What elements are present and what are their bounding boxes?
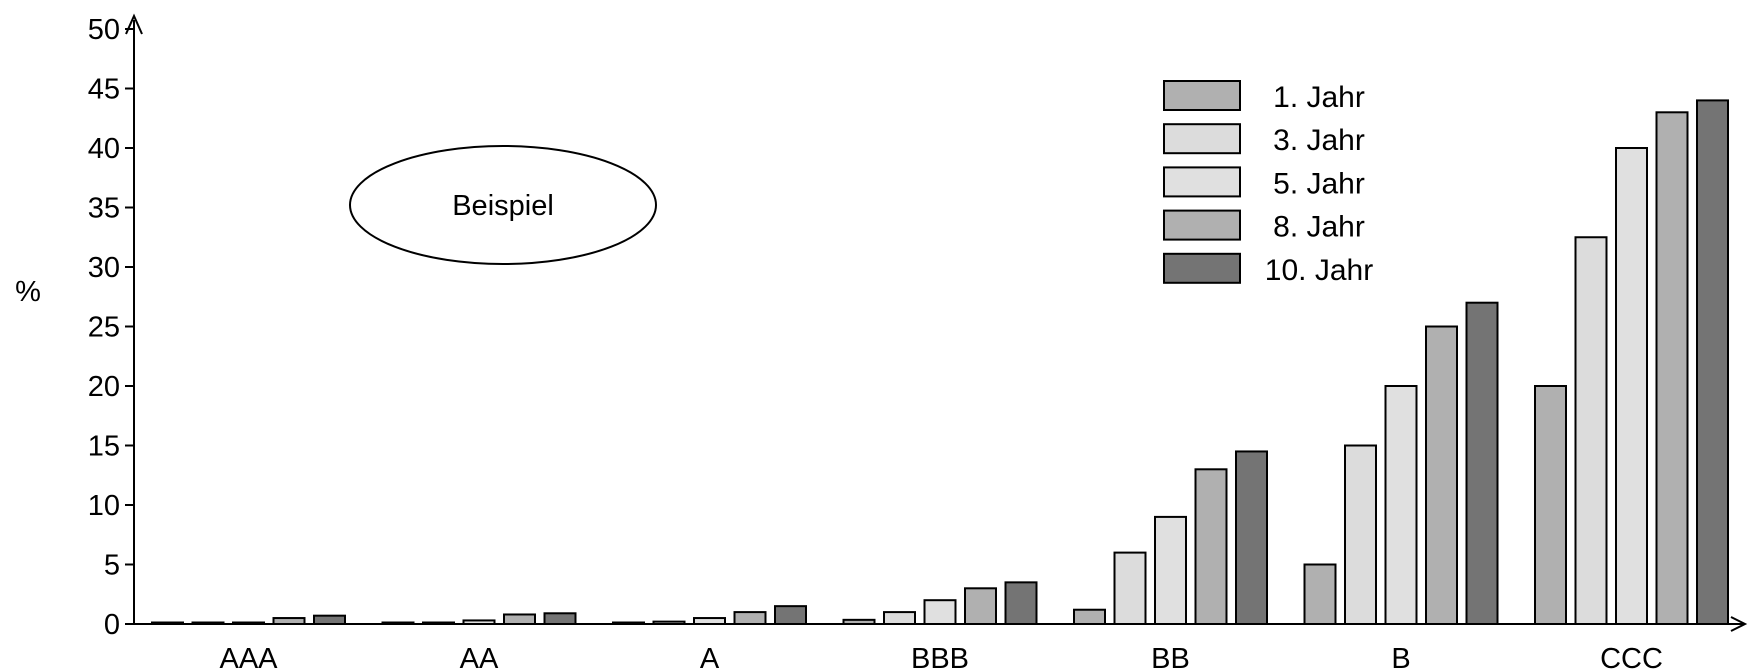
bar-aaa-series-4 [272,617,306,625]
bar-bbb-series-3 [923,599,957,626]
bar-ccc-series-1 [1534,385,1567,625]
bar-bbb-series-4 [964,587,997,625]
annotation-label: Beispiel [452,190,554,222]
bars [151,99,1729,626]
legend-label: 1. Jahr [1273,81,1365,114]
y-tick-label: 30 [88,252,120,284]
bar-b-series-4 [1425,325,1458,625]
y-tick-label: 35 [88,193,120,225]
legend-swatch [1163,123,1241,155]
bar-bb-series-3 [1154,515,1187,626]
y-tick-label: 5 [104,550,120,582]
bar-a-series-5 [774,605,807,626]
bar-ccc-series-4 [1655,111,1689,626]
bar-b-series-3 [1384,385,1418,625]
y-tick-label: 15 [88,431,120,463]
y-tick-label: 45 [88,74,120,106]
bar-ccc-series-2 [1574,236,1608,625]
bar-aa-series-2 [422,621,455,625]
legend-swatch [1163,80,1241,111]
bar-bb-series-1 [1073,608,1106,625]
bar-bb-series-5 [1235,450,1268,626]
bar-bbb-series-5 [1004,581,1038,625]
x-category-label: AA [460,643,499,672]
bar-b-series-2 [1344,444,1377,625]
bar-b-series-1 [1303,563,1337,625]
bar-bbb-series-1 [842,618,876,626]
bar-bb-series-4 [1194,468,1228,625]
bar-bbb-series-2 [883,611,916,625]
bar-aaa-series-1 [151,621,184,625]
legend-swatch [1163,209,1241,241]
y-tick-label: 50 [88,14,120,46]
bar-aa-series-1 [381,621,415,625]
bar-a-series-3 [693,617,726,625]
bar-aaa-series-2 [191,621,225,625]
y-tick-label: 40 [88,133,120,165]
y-tick-label: 0 [104,609,120,641]
x-category-label: AAA [219,643,278,672]
y-tick-label: 20 [88,371,120,403]
bar-aa-series-5 [543,612,577,625]
bar-aa-series-3 [462,619,496,625]
legend-label: 10. Jahr [1265,254,1373,287]
bar-a-series-4 [733,611,767,625]
x-axis: AAA AA A BBB BB B CCC [134,616,1748,672]
x-category-label: CCC [1600,643,1663,672]
y-tick-label: 10 [88,490,120,522]
bar-ccc-series-3 [1615,147,1648,625]
x-category-label: A [700,643,720,672]
bar-aaa-series-5 [313,614,346,625]
annotation: Beispiel [349,145,657,265]
bar-aaa-series-3 [232,621,265,625]
annotation-ellipse [349,145,657,265]
legend-label: 3. Jahr [1273,124,1365,157]
x-axis-arrow [1730,616,1748,632]
y-axis-label: % [15,276,41,308]
y-tick-label: 25 [88,312,120,344]
bar-ccc-series-5 [1696,99,1729,625]
bar-bb-series-2 [1113,551,1147,625]
x-category-label: BBB [911,643,969,672]
x-category-label: BB [1151,643,1190,672]
bar-a-series-2 [652,620,686,625]
legend-label: 8. Jahr [1273,211,1365,244]
legend-label: 5. Jahr [1273,167,1365,200]
bar-a-series-1 [612,621,645,625]
legend-swatch [1163,252,1241,284]
legend: 1. Jahr 3. Jahr 5. Jahr 8. Jahr 10. Jahr [1163,80,1373,287]
bar-b-series-5 [1465,301,1499,625]
legend-swatch [1163,166,1241,198]
x-category-label: B [1391,643,1410,672]
bar-aa-series-4 [503,613,536,625]
y-axis: 0 5 10 15 20 25 30 35 40 45 50 [88,13,143,641]
